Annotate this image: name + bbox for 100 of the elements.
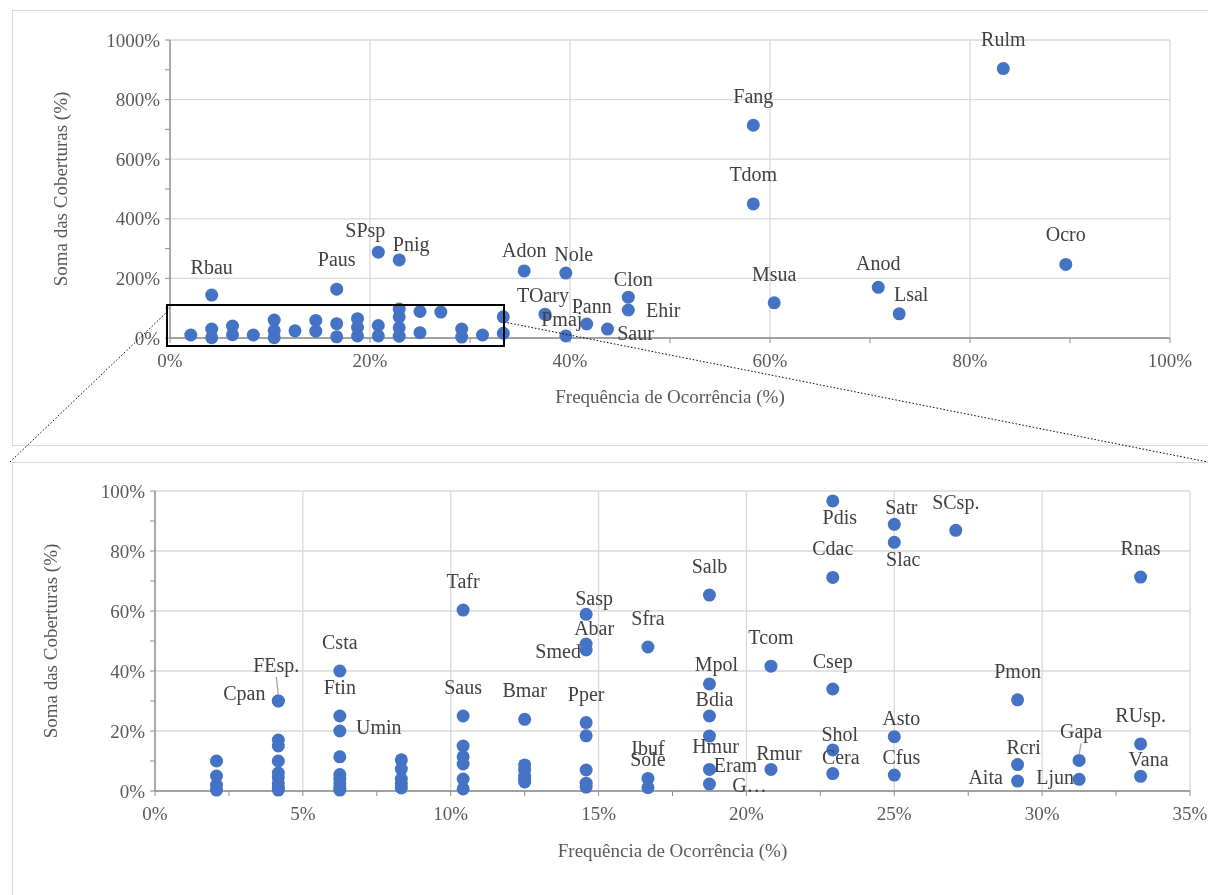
point bbox=[288, 324, 302, 338]
y-tick-label: 600% bbox=[115, 148, 161, 170]
annotation: SPsp bbox=[345, 219, 386, 243]
annotation: TOary bbox=[517, 284, 569, 308]
annotation: Rbau bbox=[190, 256, 233, 279]
y-tick-label: 200% bbox=[115, 268, 161, 290]
annotation: Pdis bbox=[822, 505, 858, 528]
point bbox=[996, 62, 1010, 76]
point bbox=[476, 328, 489, 342]
x-tick-label: 40% bbox=[552, 350, 588, 371]
annotation: RUsp. bbox=[1115, 703, 1166, 727]
annotation: Cfus bbox=[882, 746, 921, 769]
point bbox=[621, 303, 635, 317]
point bbox=[601, 322, 614, 336]
point bbox=[746, 118, 760, 132]
point bbox=[309, 324, 323, 338]
annotation: Abar bbox=[574, 617, 615, 639]
y-tick-label: 0% bbox=[119, 780, 146, 802]
point bbox=[392, 310, 406, 324]
x-tick-label: 15% bbox=[581, 803, 617, 824]
annotation: Nole bbox=[554, 243, 594, 266]
x-tick-label: 5% bbox=[290, 803, 316, 824]
x-axis-title: Frequência de Ocorrência (%) bbox=[555, 386, 785, 408]
annotation: Sasp bbox=[575, 587, 614, 611]
x-tick-label: 80% bbox=[952, 350, 988, 371]
point bbox=[267, 331, 281, 345]
annotation: Saus bbox=[444, 676, 483, 698]
x-tick-label: 10% bbox=[433, 803, 469, 824]
y-tick-label: 40% bbox=[110, 660, 146, 682]
annotation: Cpan bbox=[223, 682, 266, 705]
annotation: Tafr bbox=[446, 570, 480, 593]
annotation: Cdac bbox=[812, 537, 854, 560]
point bbox=[205, 288, 219, 302]
annotation: Paus bbox=[317, 248, 356, 271]
annotation: Bmar bbox=[502, 679, 548, 702]
point bbox=[309, 313, 323, 327]
point bbox=[746, 197, 760, 211]
point bbox=[246, 328, 260, 342]
point bbox=[580, 317, 594, 331]
point bbox=[392, 329, 406, 343]
annotation: Gapa bbox=[1060, 720, 1103, 744]
annotation: Ehir bbox=[646, 298, 681, 321]
point bbox=[413, 304, 427, 318]
x-tick-label: 25% bbox=[876, 803, 912, 824]
point bbox=[351, 329, 364, 343]
x-tick-label: 20% bbox=[352, 350, 388, 371]
point bbox=[871, 280, 885, 294]
point bbox=[330, 282, 344, 296]
annotation: Salb bbox=[691, 555, 728, 578]
annotation: Bdia bbox=[695, 688, 734, 710]
annotation: Mpol bbox=[694, 652, 739, 676]
x-tick-label: 100% bbox=[1147, 350, 1193, 371]
x-tick-label: 30% bbox=[1024, 803, 1060, 824]
y-tick-label: 0% bbox=[134, 327, 161, 349]
y-tick-label: 400% bbox=[115, 208, 161, 230]
annotation: Shol bbox=[821, 722, 859, 745]
point bbox=[371, 245, 385, 259]
point bbox=[621, 290, 635, 304]
annotation: Rnas bbox=[1120, 537, 1161, 560]
x-tick-label: 60% bbox=[752, 350, 788, 371]
point bbox=[330, 330, 344, 344]
y-axis-title: Soma das Coberturas (%) bbox=[39, 543, 62, 739]
annotation: Lsal bbox=[893, 282, 929, 305]
annotation: Ocro bbox=[1045, 223, 1086, 246]
point bbox=[559, 266, 573, 280]
annotation: Ftin bbox=[323, 676, 356, 698]
annotation: Smed bbox=[535, 640, 581, 662]
point bbox=[1059, 257, 1073, 271]
point bbox=[434, 305, 448, 319]
y-tick-label: 60% bbox=[110, 600, 146, 622]
annotation: Csep bbox=[812, 650, 853, 673]
annotation: Tcom bbox=[748, 626, 795, 649]
annotation: Saur bbox=[617, 322, 655, 345]
annotation: Umin bbox=[356, 716, 402, 738]
annotation: Pmon bbox=[994, 659, 1041, 682]
annotation: Ljun bbox=[1036, 766, 1074, 790]
annotation: Csta bbox=[322, 631, 358, 653]
annotation: Satr bbox=[885, 496, 918, 519]
point bbox=[184, 328, 198, 342]
annotation: FEsp. bbox=[253, 654, 300, 677]
point bbox=[455, 330, 469, 344]
annotation: Pnig bbox=[392, 232, 430, 256]
annotation: Rcri bbox=[1006, 735, 1042, 758]
annotation: Slac bbox=[886, 548, 921, 571]
annotation: Cera bbox=[821, 745, 860, 768]
x-tick-label: 20% bbox=[729, 803, 765, 824]
annotation: Rmur bbox=[756, 742, 803, 765]
point bbox=[226, 328, 239, 342]
point bbox=[892, 307, 906, 321]
point bbox=[205, 331, 219, 345]
annotation: Tdom bbox=[729, 162, 778, 185]
annotation: SCsp. bbox=[932, 491, 980, 515]
annotation: Clon bbox=[613, 268, 653, 291]
y-axis-title: Soma das Coberturas (%) bbox=[49, 91, 72, 287]
annotation: Anod bbox=[856, 252, 901, 275]
y-tick-label: 800% bbox=[115, 89, 161, 111]
x-axis-title: Frequência de Ocorrência (%) bbox=[557, 840, 788, 862]
annotation: Rulm bbox=[981, 27, 1026, 50]
x-tick-label: 0% bbox=[157, 350, 183, 371]
annotation: Aita bbox=[968, 766, 1003, 789]
